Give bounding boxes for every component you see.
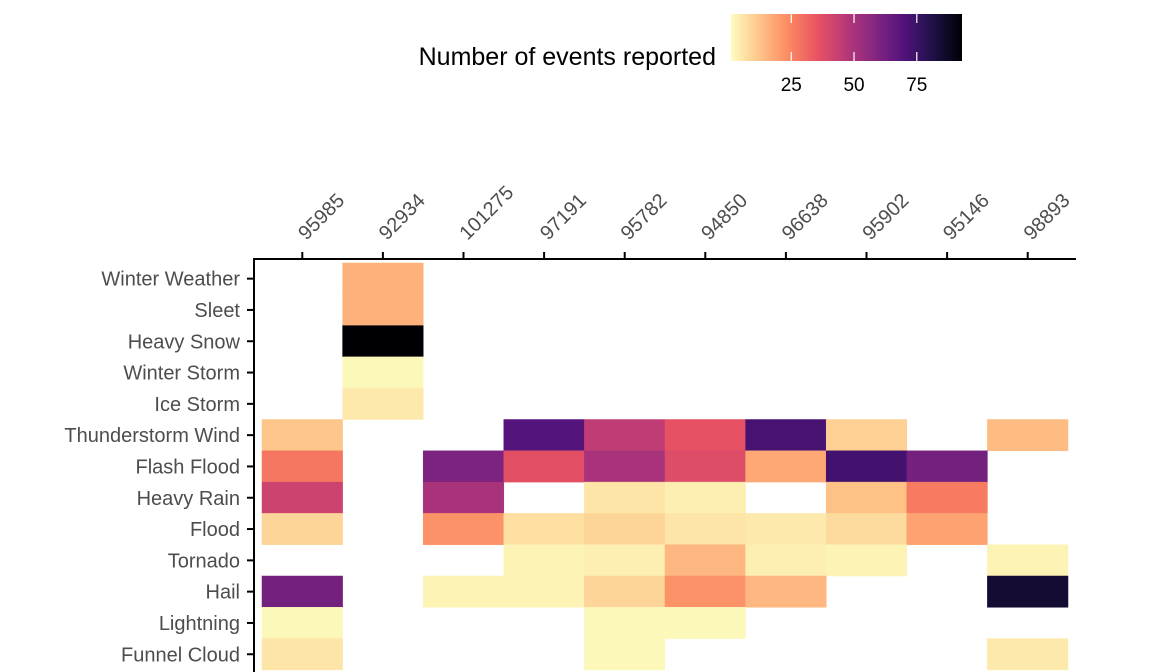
heatmap-cell bbox=[342, 356, 424, 389]
heatmap-cell bbox=[503, 419, 585, 452]
heatmap-cell bbox=[422, 575, 505, 608]
y-tick-label: Heavy Rain bbox=[137, 488, 240, 510]
y-tick-label: Tornado bbox=[168, 550, 240, 572]
heatmap-cell bbox=[745, 450, 827, 483]
y-axis-ticks: Winter Weather Sleet Heavy Snow Winter Stor… bbox=[64, 269, 254, 666]
heatmap-cell bbox=[584, 575, 666, 608]
x-tick-label: 95782 bbox=[617, 190, 672, 245]
heatmap-cell bbox=[825, 481, 908, 514]
y-tick-label: Winter Storm bbox=[123, 363, 240, 385]
heatmap-cell bbox=[503, 450, 585, 483]
heatmap-cell bbox=[664, 419, 746, 452]
heatmap-cells bbox=[261, 262, 1069, 671]
x-tick-label: 95902 bbox=[858, 190, 913, 245]
y-tick-label: Hail bbox=[206, 582, 240, 604]
heatmap-cell bbox=[261, 481, 343, 514]
heatmap-cell bbox=[261, 607, 343, 639]
y-tick-label: Flood bbox=[190, 519, 240, 541]
y-tick-label: Heavy Snow bbox=[128, 331, 241, 353]
legend: Number of events reported 25 50 75 bbox=[419, 14, 962, 96]
heatmap-cell bbox=[825, 450, 908, 483]
heatmap-cell bbox=[906, 513, 988, 545]
y-tick-label: Lightning bbox=[159, 613, 240, 635]
heatmap-cell bbox=[664, 450, 746, 483]
heatmap-cell bbox=[584, 481, 666, 514]
heatmap-cell bbox=[261, 638, 343, 671]
heatmap-cell bbox=[745, 575, 827, 608]
x-axis-ticks: 95985 92934 101275 97191 95782 94850 96638 9590… bbox=[294, 182, 1075, 259]
heatmap-cell bbox=[745, 513, 827, 545]
x-tick-label: 95146 bbox=[939, 190, 994, 245]
y-tick-label: Funnel Cloud bbox=[121, 644, 240, 666]
heatmap-cell bbox=[584, 513, 666, 545]
heatmap-cell bbox=[503, 513, 585, 545]
heatmap-cell bbox=[664, 575, 746, 608]
y-tick-label: Sleet bbox=[194, 300, 240, 322]
y-tick-label: Ice Storm bbox=[154, 394, 240, 416]
x-tick-label: 101275 bbox=[455, 182, 518, 245]
y-tick-label: Flash Flood bbox=[136, 456, 241, 478]
heatmap-cell bbox=[503, 575, 585, 608]
heatmap-cell bbox=[987, 544, 1069, 577]
x-tick-label: 96638 bbox=[778, 190, 833, 245]
y-tick-label: Winter Weather bbox=[101, 269, 240, 291]
heatmap-cell bbox=[584, 544, 666, 577]
heatmap-cell bbox=[664, 513, 746, 545]
heatmap-cell bbox=[906, 481, 988, 514]
heatmap-cell bbox=[584, 419, 666, 452]
heatmap-cell bbox=[261, 513, 343, 545]
heatmap-cell bbox=[825, 513, 908, 545]
y-tick-label: Thunderstorm Wind bbox=[64, 425, 240, 447]
x-tick-label: 97191 bbox=[536, 190, 591, 245]
heatmap-cell bbox=[664, 544, 746, 577]
legend-tick-label: 50 bbox=[843, 75, 864, 96]
heatmap-cell bbox=[342, 262, 424, 295]
heatmap-cell bbox=[664, 607, 746, 639]
heatmap-cell bbox=[503, 544, 585, 577]
heatmap-cell bbox=[745, 419, 827, 452]
x-tick-label: 95985 bbox=[294, 190, 349, 245]
heatmap-cell bbox=[261, 575, 343, 608]
x-tick-label: 94850 bbox=[697, 190, 752, 245]
heatmap-cell bbox=[261, 450, 343, 483]
heatmap-cell bbox=[906, 450, 988, 483]
heatmap-cell bbox=[342, 294, 424, 326]
heatmap-cell bbox=[664, 481, 746, 514]
heatmap-cell bbox=[584, 607, 666, 639]
heatmap-cell bbox=[825, 544, 908, 577]
heatmap-cell bbox=[745, 544, 827, 577]
heatmap-cell bbox=[422, 450, 505, 483]
legend-colorbar bbox=[731, 14, 962, 61]
x-tick-label: 98893 bbox=[1020, 190, 1075, 245]
heatmap-cell bbox=[342, 325, 424, 358]
legend-ticks: 25 50 75 bbox=[781, 14, 927, 96]
heatmap-cell bbox=[261, 419, 343, 452]
x-tick-label: 92934 bbox=[375, 190, 430, 245]
legend-tick-label: 25 bbox=[781, 75, 802, 96]
heatmap-cell bbox=[584, 450, 666, 483]
legend-title: Number of events reported bbox=[419, 43, 716, 71]
heatmap-cell bbox=[825, 419, 908, 452]
heatmap-cell bbox=[422, 513, 505, 545]
heatmap-cell bbox=[342, 387, 424, 420]
legend-tick-label: 75 bbox=[906, 75, 927, 96]
heatmap-cell bbox=[584, 638, 666, 671]
heatmap-cell bbox=[422, 481, 505, 514]
heatmap-cell bbox=[987, 638, 1069, 671]
heatmap-cell bbox=[987, 419, 1069, 452]
heatmap-cell bbox=[987, 575, 1069, 608]
